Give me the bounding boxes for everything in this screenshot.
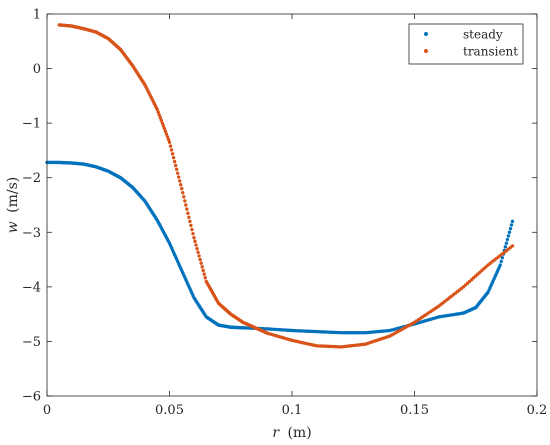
data-point — [163, 129, 168, 134]
data-point — [507, 230, 512, 234]
y-tick-label: 1 — [33, 8, 41, 23]
y-tick-label: −1 — [22, 117, 41, 132]
x-tick-label: 0.1 — [282, 403, 303, 418]
legend-marker-transient — [424, 49, 428, 53]
data-point — [175, 171, 180, 175]
data-point — [510, 219, 515, 224]
plot-area — [45, 23, 515, 349]
data-point — [498, 263, 502, 267]
data-point — [194, 243, 198, 247]
data-point — [182, 195, 186, 199]
data-point — [172, 159, 177, 164]
y-axis-variable: w — [5, 221, 21, 233]
data-point — [510, 244, 515, 248]
data-point — [187, 215, 191, 219]
y-tick-label: 0 — [33, 62, 41, 77]
data-point — [164, 132, 169, 136]
y-axis-label: w (m/s) — [5, 177, 21, 234]
x-tick-label: 0 — [43, 403, 51, 418]
data-point — [503, 245, 508, 249]
data-point — [190, 227, 194, 232]
legend-marker-steady — [424, 32, 428, 36]
data-point — [159, 118, 164, 123]
x-tick-label: 0.15 — [400, 403, 429, 418]
data-point — [500, 256, 504, 260]
legend-label-steady: steady — [463, 28, 503, 42]
data-point — [180, 186, 184, 191]
data-point — [176, 175, 181, 179]
data-point — [193, 239, 197, 244]
data-point — [191, 231, 195, 236]
data-point — [505, 237, 510, 242]
y-tick-label: −6 — [22, 390, 41, 405]
legend: steady transient — [408, 23, 524, 65]
series-steady — [45, 160, 515, 335]
data-point — [508, 226, 513, 231]
data-point — [155, 107, 159, 112]
data-point — [202, 272, 206, 276]
x-axis-label: r (m) — [272, 425, 311, 441]
data-point — [181, 191, 185, 195]
data-point — [200, 265, 204, 269]
y-tick-label: −4 — [22, 280, 41, 295]
y-tick-label: −3 — [22, 226, 41, 241]
data-point — [196, 250, 200, 254]
data-point — [158, 115, 163, 120]
data-point — [195, 246, 199, 251]
data-point — [192, 236, 196, 240]
data-point — [166, 137, 171, 142]
x-axis-variable: r — [272, 425, 280, 441]
legend-box — [408, 23, 524, 65]
data-point — [157, 113, 161, 117]
data-point — [198, 257, 202, 262]
data-point — [169, 148, 174, 152]
data-point — [201, 268, 205, 273]
data-point — [167, 140, 172, 144]
data-point — [197, 254, 201, 258]
series-transient — [57, 23, 515, 349]
legend-label-transient: transient — [463, 45, 518, 59]
data-point — [189, 223, 193, 228]
y-tick-label: −2 — [22, 171, 41, 186]
x-tick-label: 0.2 — [527, 403, 548, 418]
data-point — [165, 135, 170, 139]
data-point — [203, 276, 207, 280]
data-point — [170, 152, 175, 156]
y-tick-label: −5 — [22, 335, 41, 350]
data-point — [183, 199, 187, 203]
data-point — [509, 223, 514, 227]
data-point — [173, 163, 178, 168]
ticks: 0 0.05 0.1 0.15 0.2 1 0 −1 −2 −3 −4 −5 −6 — [22, 8, 548, 419]
data-point — [506, 234, 511, 238]
data-point — [179, 183, 183, 187]
data-point — [171, 156, 176, 160]
data-point — [178, 179, 182, 183]
data-point — [156, 110, 160, 114]
data-point — [188, 219, 192, 224]
data-point — [160, 121, 165, 125]
x-axis-unit: (m) — [287, 425, 311, 441]
data-point — [185, 207, 189, 211]
data-point — [184, 203, 188, 207]
y-axis-unit: (m/s) — [5, 177, 21, 213]
data-point — [499, 259, 503, 264]
data-point — [161, 124, 166, 128]
data-point — [199, 261, 203, 265]
x-tick-label: 0.05 — [155, 403, 184, 418]
data-point — [504, 241, 509, 245]
data-point — [186, 211, 190, 215]
data-point — [174, 167, 179, 171]
data-point — [168, 144, 173, 148]
data-point — [162, 126, 167, 131]
